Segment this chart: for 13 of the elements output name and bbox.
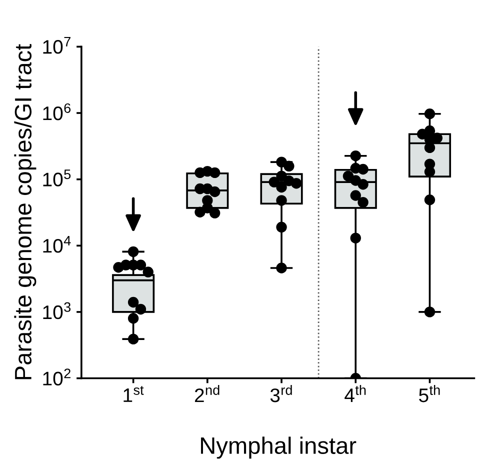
x-tick-label: 3$^{rd}$ [270,384,292,402]
y-tick-label: 10$^{6}$ [43,103,71,120]
y-tick-label: 10$^{7}$ [43,37,70,54]
x-axis-title: Nymphal instar [201,436,356,459]
x-tick-label: 5$^{th}$ [419,384,440,402]
y-tick-label: 10$^{2}$ [43,368,70,386]
x-tick-label: 2$^{nd}$ [194,384,220,402]
y-tick-label: 10$^{4}$ [43,236,71,253]
y-tick-label: 10$^{3}$ [43,302,71,320]
x-tick-label: 1$^{st}$ [124,386,144,402]
x-tick-label: 4$^{th}$ [344,384,366,402]
y-axis-title: Parasite genome copies/GI tract [14,44,36,380]
y-tick-label: 10$^{5}$ [43,170,71,186]
